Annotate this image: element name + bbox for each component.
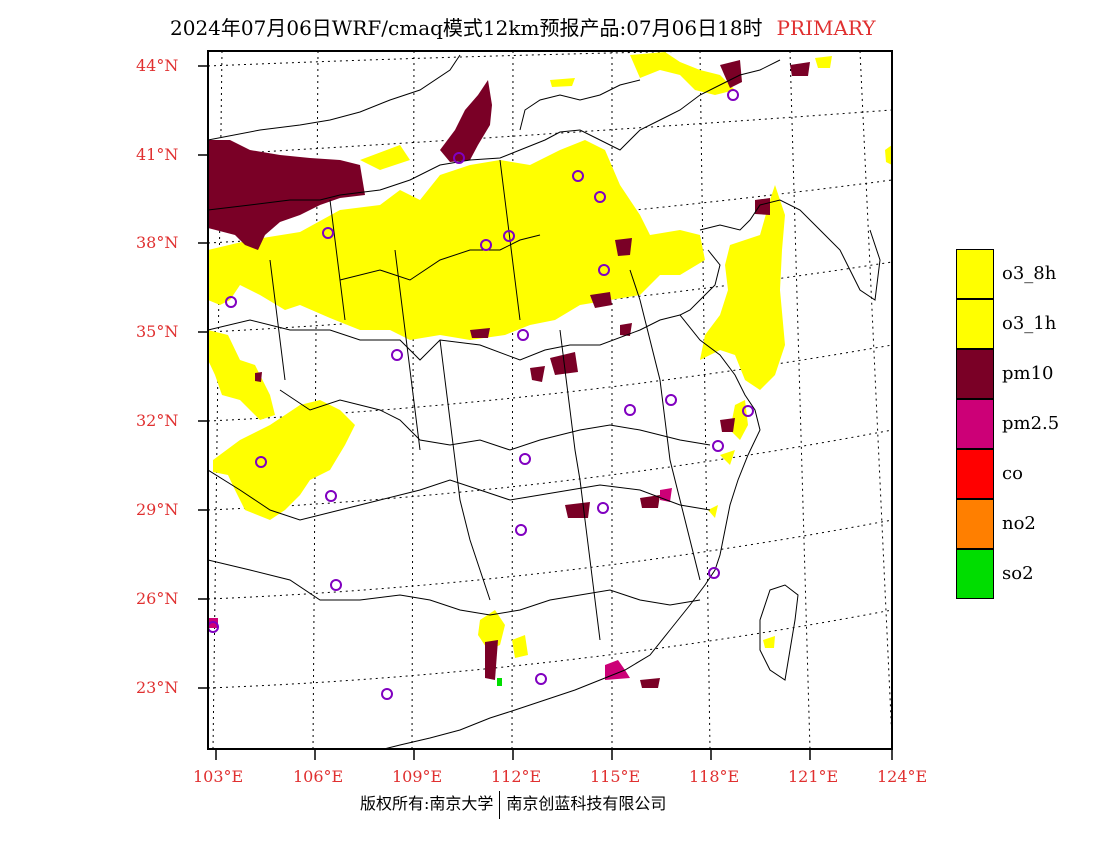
title-tag: PRIMARY	[776, 16, 876, 40]
station-marker	[665, 394, 677, 406]
lon-label-118: 118°E	[689, 767, 740, 786]
station-marker	[480, 239, 492, 251]
station-marker	[325, 490, 337, 502]
credit-separator	[499, 790, 501, 819]
legend-swatch	[956, 349, 994, 399]
lon-label-115: 115°E	[590, 767, 641, 786]
legend-label: o3_8h	[1002, 263, 1057, 284]
lat-ticks	[198, 65, 207, 689]
station-marker	[624, 404, 636, 416]
station-marker	[708, 567, 720, 579]
station-marker	[597, 502, 609, 514]
legend-label: pm2.5	[1002, 413, 1060, 434]
station-marker	[572, 170, 584, 182]
lat-label-41: 41°N	[136, 145, 179, 164]
lon-label-124: 124°E	[877, 767, 928, 786]
copyright-credit: 版权所有:南京大学 南京创蓝科技有限公司	[360, 790, 666, 819]
legend-label: co	[1002, 463, 1023, 484]
station-marker	[225, 296, 237, 308]
station-marker	[712, 440, 724, 452]
station-marker	[330, 579, 342, 591]
map-frame	[207, 50, 893, 750]
lat-label-23: 23°N	[136, 678, 179, 697]
legend-swatch	[956, 449, 994, 499]
station-marker	[503, 230, 515, 242]
station-marker	[727, 89, 739, 101]
credit-right: 南京创蓝科技有限公司	[506, 794, 667, 813]
station-marker	[255, 456, 267, 468]
station-marker	[208, 621, 219, 633]
lat-label-32: 32°N	[136, 411, 179, 430]
station-marker	[391, 349, 403, 361]
lat-label-26: 26°N	[136, 589, 179, 608]
lat-label-44: 44°N	[136, 56, 179, 75]
legend-label: o3_1h	[1002, 313, 1057, 334]
lat-label-35: 35°N	[136, 322, 179, 341]
station-marker	[598, 264, 610, 276]
lat-label-29: 29°N	[136, 500, 179, 519]
o3-regions	[208, 52, 892, 658]
legend-swatch	[956, 399, 994, 449]
legend-swatch	[956, 299, 994, 349]
lon-label-109: 109°E	[392, 767, 443, 786]
station-marker	[453, 152, 465, 164]
legend-label: no2	[1002, 513, 1036, 534]
map-title: 2024年07月06日WRF/cmaq模式12km预报产品:07月06日18时 P…	[170, 12, 876, 41]
legend-label: pm10	[1002, 363, 1054, 384]
station-marker	[381, 688, 393, 700]
lon-label-121: 121°E	[788, 767, 839, 786]
station-marker	[517, 329, 529, 341]
legend-swatch	[956, 249, 994, 299]
station-marker	[519, 453, 531, 465]
station-marker	[535, 673, 547, 685]
title-main: 2024年07月06日WRF/cmaq模式12km预报产品:07月06日18时	[170, 16, 763, 40]
legend-swatch	[956, 549, 994, 599]
station-marker	[515, 524, 527, 536]
credit-left: 版权所有:南京大学	[360, 794, 494, 813]
legend-swatch	[956, 499, 994, 549]
lon-label-103: 103°E	[193, 767, 244, 786]
lon-label-112: 112°E	[491, 767, 542, 786]
lat-label-38: 38°N	[136, 233, 179, 252]
station-marker	[322, 227, 334, 239]
so2-spot	[497, 678, 502, 686]
lon-ticks	[215, 750, 893, 760]
legend-label: so2	[1002, 563, 1034, 584]
stations	[208, 89, 754, 700]
station-marker	[742, 405, 754, 417]
lon-label-106: 106°E	[293, 767, 344, 786]
station-marker	[594, 191, 606, 203]
